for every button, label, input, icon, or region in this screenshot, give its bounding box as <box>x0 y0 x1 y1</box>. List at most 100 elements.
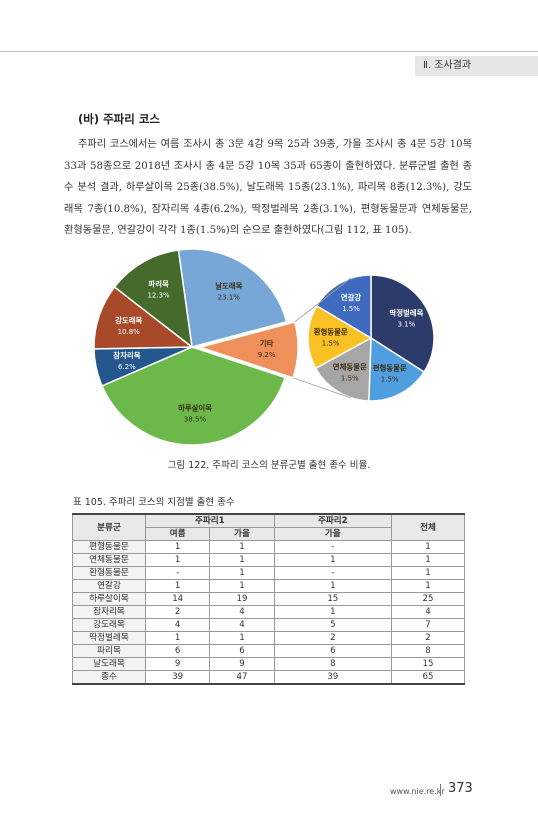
sub-pie-slice-label: 연갈강 <box>341 293 362 302</box>
cell-site1-autumn: 1 <box>209 553 275 567</box>
cell-total: 1 <box>391 566 465 580</box>
header-site2: 주파리2 <box>273 513 393 528</box>
sub-pie-slice-label: 딱정벌레목 <box>389 309 423 318</box>
cell-site2-autumn: - <box>273 566 393 580</box>
cell-total: 25 <box>391 592 465 606</box>
sub-pie <box>307 274 435 402</box>
sub-pie-slice <box>314 336 372 402</box>
cell-site2-autumn: 1 <box>273 579 393 593</box>
main-pie-slice-label: 날도래목 <box>215 282 242 291</box>
main-pie-slice <box>101 346 287 446</box>
cell-site1-summer: 1 <box>144 631 211 645</box>
cell-site1-summer: 9 <box>144 657 211 671</box>
main-pie-slice-value: 12.3% <box>147 291 170 299</box>
main-pie-slice-value: 6.2% <box>118 363 136 371</box>
row-label: 환형동물문 <box>72 566 146 580</box>
table-row: 편형동물문 1 1-1 <box>72 540 465 554</box>
header-autumn: 가을 <box>209 527 275 541</box>
row-label: 하루살이목 <box>72 592 146 606</box>
cell-site1-summer: 6 <box>144 644 211 658</box>
cell-site1-autumn: 1 <box>209 566 275 580</box>
main-pie <box>93 248 299 446</box>
cell-site1-summer: 1 <box>144 540 211 554</box>
cell-site1-autumn: 6 <box>209 644 275 658</box>
cell-total: 8 <box>391 644 465 658</box>
cell-site1-autumn: 1 <box>209 579 275 593</box>
body-paragraph-text: 주파리 코스에서는 여름 조사시 총 3문 4강 9목 25과 39종, 가을 … <box>64 139 472 237</box>
section-header: Ⅱ. 조사결과 <box>415 56 538 76</box>
top-rule <box>0 51 538 52</box>
cell-site1-autumn: 19 <box>209 592 275 606</box>
sub-pie-slice-label: 연체동물문 <box>333 362 367 371</box>
main-pie-slice-label: 기타 <box>260 339 274 348</box>
cell-total: 65 <box>391 670 465 685</box>
connector-line <box>294 277 352 323</box>
row-label: 연갈강 <box>72 579 146 593</box>
main-pie-slice-value: 10.8% <box>118 328 141 336</box>
page-number: 373 <box>448 781 473 796</box>
main-pie-slice-label: 강도래목 <box>115 316 142 325</box>
header-site1: 주파리1 <box>145 513 275 528</box>
main-pie-slice-value: 23.1% <box>218 294 241 302</box>
cell-site2-autumn: 8 <box>273 657 393 671</box>
sub-pie-slice-value: 1.5% <box>342 305 360 313</box>
sub-pie-slice-label: 편형동물문 <box>373 364 407 373</box>
cell-total: 1 <box>391 579 465 593</box>
pie-labels: 날도래목 23.1% 기타 9.2% 하루살이목 38.5% 잠자리목 6.2% 강도래목 10.… <box>113 279 423 423</box>
cell-site1-autumn: 47 <box>209 670 275 685</box>
sub-pie-slice-value: 1.5% <box>341 374 359 382</box>
table-row: 환형동물문 -1-1 <box>72 566 465 580</box>
cell-site1-summer: - <box>144 566 211 580</box>
row-label: 강도래목 <box>72 618 146 632</box>
body-paragraph: 주파리 코스에서는 여름 조사시 총 3문 4강 9목 25과 39종, 가을 … <box>64 134 472 242</box>
cell-site1-autumn: 4 <box>209 605 275 619</box>
cell-site1-summer: 4 <box>144 618 211 632</box>
row-label: 종수 <box>72 670 146 685</box>
main-pie-slice <box>113 249 193 349</box>
main-pie-slice <box>93 285 195 350</box>
table-row: 날도래목 9 9 8 15 <box>72 657 465 671</box>
main-pie-slice-value: 38.5% <box>184 416 207 424</box>
connector-lines <box>292 277 352 399</box>
sub-pie-slice-value: 1.5% <box>381 376 399 384</box>
pie-of-pie-chart: 날도래목 23.1% 기타 9.2% 하루살이목 38.5% 잠자리목 6.2% 강도래목 10.… <box>93 248 435 446</box>
table-row: 연갈강 1 1 1 1 <box>72 579 465 593</box>
cell-site1-summer: 14 <box>144 592 211 606</box>
cell-site2-autumn: 5 <box>273 618 393 632</box>
main-pie-slice-value: 9.2% <box>258 351 276 359</box>
figure-caption: 그림 122. 주파리 코스의 분류군별 출현 종수 비율. <box>167 460 371 471</box>
table-row: 하루살이목 14 19 15 25 <box>72 592 465 606</box>
row-label: 날도래목 <box>72 657 146 671</box>
cell-site1-summer: 1 <box>144 553 211 567</box>
cell-total: 1 <box>391 540 465 554</box>
sub-pie-slice-value: 3.1% <box>398 321 416 329</box>
header-summer: 여름 <box>144 527 211 541</box>
cell-site1-autumn: 4 <box>209 618 275 632</box>
cell-total: 2 <box>391 631 465 645</box>
row-label: 딱정벌레목 <box>72 631 146 645</box>
connector-line <box>292 377 352 399</box>
cell-site2-autumn: 39 <box>273 670 393 685</box>
cell-site1-summer: 1 <box>144 579 211 593</box>
main-pie-slice-label: 파리목 <box>148 279 169 288</box>
sub-pie-slice <box>368 336 426 402</box>
cell-site1-summer: 2 <box>144 605 211 619</box>
cell-total: 15 <box>391 657 465 671</box>
table-row: 파리목 6 6 6 8 <box>72 644 465 658</box>
footer-divider <box>440 784 441 796</box>
row-label: 파리목 <box>72 644 146 658</box>
sub-pie-slice-label: 환형동물문 <box>314 327 348 336</box>
table-row: 연체동물문 1 1 1 1 <box>72 553 465 567</box>
cell-site1-summer: 39 <box>144 670 211 685</box>
main-pie-slice-label: 하루살이목 <box>178 404 212 413</box>
row-label: 연체동물문 <box>72 553 146 567</box>
main-pie-slice <box>177 248 288 348</box>
table-row: 딱정벌레목 1 1 2 2 <box>72 631 465 645</box>
table-caption: 표 105. 주파리 코스의 지점별 출현 종수 <box>73 497 235 508</box>
cell-site1-autumn: 1 <box>209 540 275 554</box>
table-row: 강도래목 4 4 5 7 <box>72 618 465 632</box>
footer-url: www.nie.re.kr <box>390 787 445 796</box>
table-row: 종수 39 47 39 65 <box>72 670 465 685</box>
sub-pie-slice-value: 1.5% <box>322 339 340 347</box>
sub-pie-slice <box>307 304 373 370</box>
